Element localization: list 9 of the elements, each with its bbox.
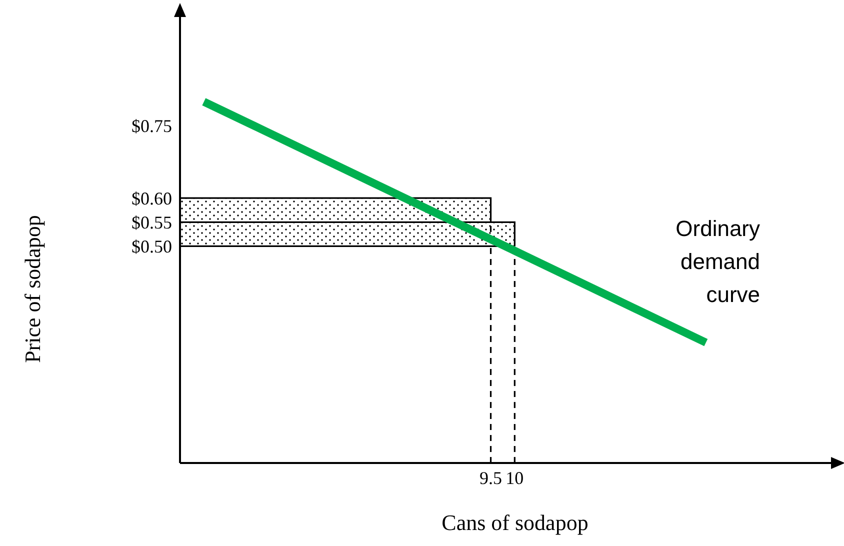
series-label: Ordinary demand curve: [674, 215, 760, 309]
y-tick-label: $0.55: [132, 212, 172, 233]
y-axis-title: Price of sodapop: [20, 215, 46, 363]
y-tick-label: $0.75: [132, 116, 172, 136]
x-tick-label: 10: [506, 468, 524, 488]
y-tick-label: $0.50: [132, 236, 172, 257]
x-tick-label: 9.5: [480, 468, 502, 488]
y-tick-label: $0.60: [132, 188, 172, 208]
x-axis-title: Cans of sodapop: [442, 510, 588, 536]
